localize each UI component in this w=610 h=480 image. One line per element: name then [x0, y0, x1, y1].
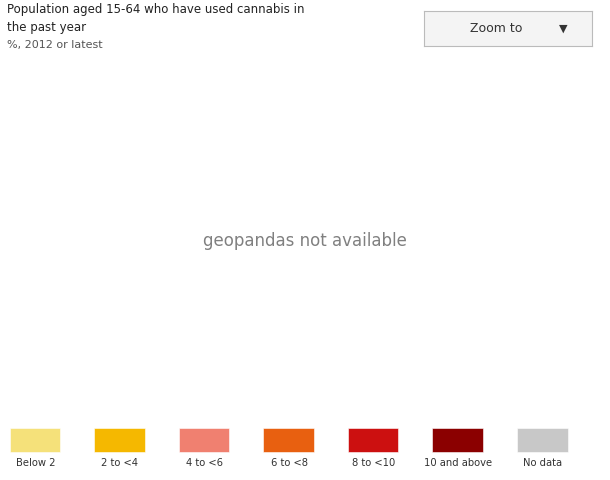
FancyBboxPatch shape — [432, 428, 483, 452]
FancyBboxPatch shape — [94, 428, 145, 452]
Text: No data: No data — [523, 458, 562, 468]
Text: the past year: the past year — [7, 21, 87, 34]
Text: 8 to <10: 8 to <10 — [352, 458, 395, 468]
Text: 2 to <4: 2 to <4 — [101, 458, 138, 468]
FancyBboxPatch shape — [179, 428, 229, 452]
FancyBboxPatch shape — [10, 428, 60, 452]
FancyBboxPatch shape — [348, 428, 398, 452]
Text: Population aged 15-64 who have used cannabis in: Population aged 15-64 who have used cann… — [7, 3, 305, 16]
Text: 10 and above: 10 and above — [424, 458, 492, 468]
Text: %, 2012 or latest: %, 2012 or latest — [7, 40, 103, 50]
Text: Zoom to: Zoom to — [470, 22, 522, 35]
Text: 6 to <8: 6 to <8 — [270, 458, 307, 468]
Text: geopandas not available: geopandas not available — [203, 232, 407, 250]
FancyBboxPatch shape — [517, 428, 567, 452]
Text: ▼: ▼ — [559, 24, 567, 33]
Text: 4 to <6: 4 to <6 — [186, 458, 223, 468]
FancyBboxPatch shape — [264, 428, 314, 452]
Text: Below 2: Below 2 — [16, 458, 55, 468]
